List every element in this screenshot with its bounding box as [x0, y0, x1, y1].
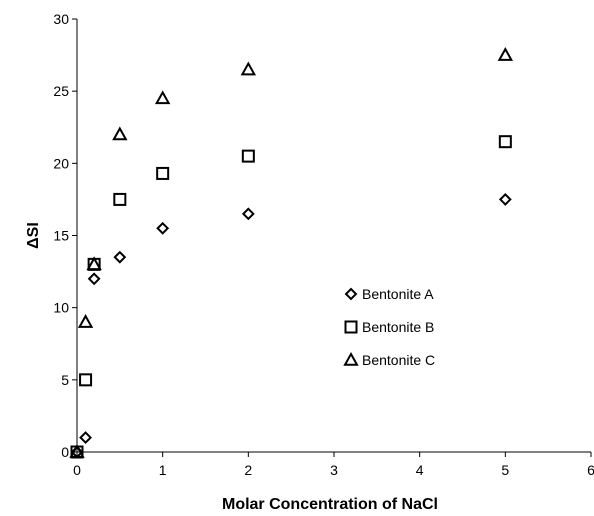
x-tick-label: 1 — [159, 462, 167, 478]
data-point-triangle — [497, 47, 514, 61]
y-axis-ticks: 0 5 10 15 20 25 30 — [53, 11, 77, 460]
data-point-square — [113, 192, 127, 206]
legend-label: Bentonite C — [362, 352, 435, 368]
series-bentonite-b — [70, 135, 512, 459]
y-tick-label: 30 — [53, 11, 69, 27]
data-point-diamond — [79, 431, 92, 444]
data-point-triangle — [77, 314, 94, 328]
series-bentonite-c — [69, 47, 514, 458]
x-axis-title: Molar Concentration of NaCl — [222, 496, 438, 513]
data-point-square — [241, 149, 255, 163]
legend: Bentonite A Bentonite B Bentonite C — [343, 286, 435, 368]
data-point-diamond — [498, 193, 512, 206]
x-tick-label: 0 — [73, 462, 81, 478]
data-point-triangle — [154, 90, 171, 105]
x-tick-label: 2 — [244, 462, 252, 478]
x-tick-label: 3 — [330, 462, 338, 478]
legend-marker-triangle — [343, 351, 359, 366]
y-tick-label: 0 — [61, 444, 69, 460]
y-tick-label: 20 — [53, 155, 69, 171]
data-point-diamond — [87, 272, 101, 286]
legend-label: Bentonite A — [362, 286, 434, 302]
y-tick-label: 15 — [53, 228, 69, 244]
data-markers — [69, 47, 514, 459]
data-point-square — [498, 135, 512, 149]
y-tick-label: 5 — [61, 372, 69, 388]
data-point-triangle — [240, 61, 257, 76]
y-tick-label: 10 — [53, 300, 69, 316]
data-point-diamond — [156, 221, 170, 235]
data-point-square — [156, 166, 170, 180]
y-axis-title: ΔSI — [25, 222, 42, 249]
legend-marker-diamond — [344, 287, 358, 301]
y-tick-label: 25 — [53, 83, 69, 99]
data-point-diamond — [241, 207, 255, 221]
data-point-triangle — [69, 443, 85, 458]
data-point-triangle — [112, 126, 128, 141]
x-tick-label: 5 — [501, 462, 509, 478]
x-tick-label: 4 — [416, 462, 424, 478]
x-tick-label: 6 — [587, 462, 594, 478]
data-point-triangle — [86, 256, 102, 271]
legend-marker-square — [344, 320, 358, 334]
data-point-square — [79, 373, 93, 387]
series-bentonite-a — [70, 193, 512, 459]
x-axis-ticks: 0 1 2 3 4 5 6 — [73, 452, 594, 478]
axes — [76, 19, 591, 453]
data-point-diamond — [113, 250, 127, 264]
legend-label: Bentonite B — [362, 319, 434, 335]
